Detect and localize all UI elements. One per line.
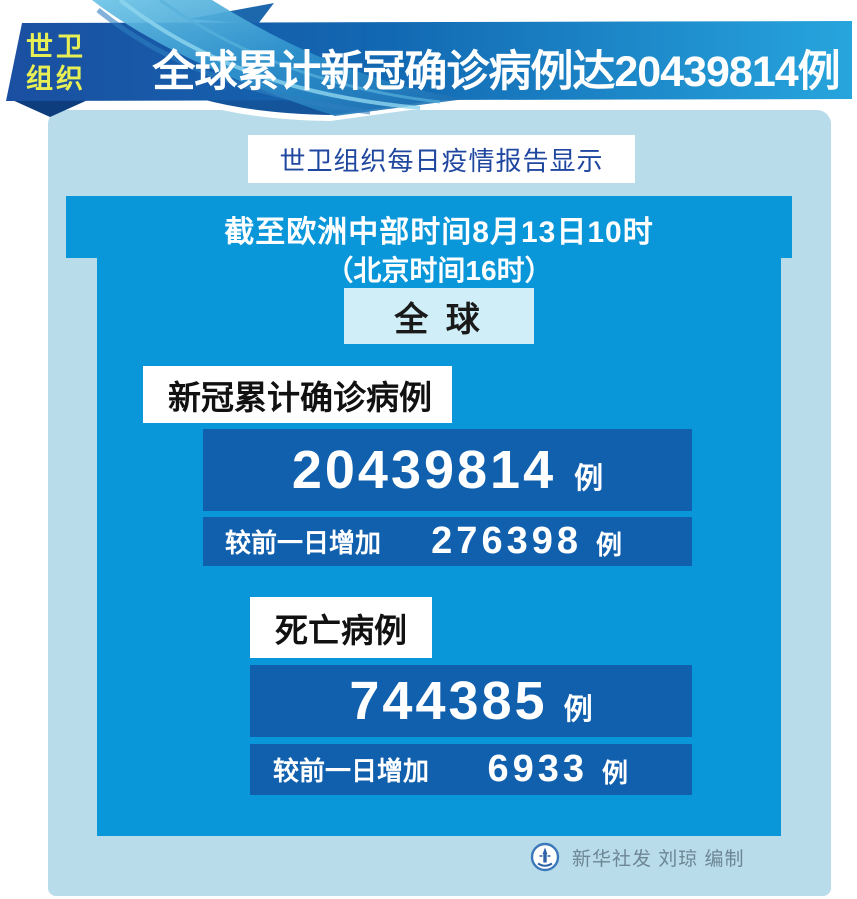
scope-label: 全 球 — [394, 300, 484, 339]
headline: 全球累计新冠确诊病例达20439814例 — [152, 48, 840, 96]
datetime-line2: （北京时间16时） — [325, 255, 553, 286]
who-badge-line2: 组织 — [26, 64, 86, 94]
report-source-bar: 世卫组织每日疫情报告显示 — [248, 135, 635, 183]
confirmed-value-box: 20439814 例 — [203, 429, 692, 511]
header-banner-graphic — [6, 0, 852, 121]
ribbon-icon — [92, 0, 465, 116]
who-badge-line1: 世卫 — [26, 32, 86, 62]
deaths-delta-box: 较前一日增加 6933 例 — [250, 744, 692, 795]
deaths-delta-label: 较前一日增加 — [273, 756, 430, 786]
deaths-label-box: 死亡病例 — [250, 597, 432, 658]
ribbon-streak-icon — [159, 0, 441, 104]
ribbon-streak-icon — [96, 8, 371, 115]
deaths-unit: 例 — [563, 694, 593, 726]
banner-fold-icon — [10, 99, 90, 117]
who-badge: 世卫 组织 — [26, 31, 86, 95]
confirmed-total: 20439814 — [291, 440, 557, 500]
confirmed-label: 新冠累计确诊病例 — [168, 378, 432, 416]
datetime-line1: 截至欧洲中部时间8月13日10时 — [224, 216, 654, 249]
scope-box: 全 球 — [344, 288, 534, 344]
report-source-text: 世卫组织每日疫情报告显示 — [279, 145, 604, 176]
credit-text: 新华社发 刘琼 编制 — [572, 848, 745, 870]
deaths-value-box: 744385 例 — [250, 665, 692, 737]
confirmed-unit: 例 — [574, 463, 604, 495]
deaths-delta-value: 6933 — [487, 748, 588, 790]
confirmed-delta-value: 276398 — [431, 520, 582, 562]
deaths-delta-unit: 例 — [601, 758, 628, 788]
confirmed-delta-unit: 例 — [595, 530, 622, 560]
ribbon-streak-icon — [118, 0, 421, 110]
confirmed-delta-box: 较前一日增加 276398 例 — [203, 517, 692, 566]
xinhua-logo-icon — [530, 842, 560, 872]
confirmed-label-box: 新冠累计确诊病例 — [143, 366, 452, 423]
deaths-label: 死亡病例 — [275, 611, 407, 649]
deaths-total: 744385 — [349, 671, 548, 731]
footer-credit: 新华社发 刘琼 编制 — [530, 842, 745, 872]
confirmed-delta-label: 较前一日增加 — [225, 528, 382, 558]
